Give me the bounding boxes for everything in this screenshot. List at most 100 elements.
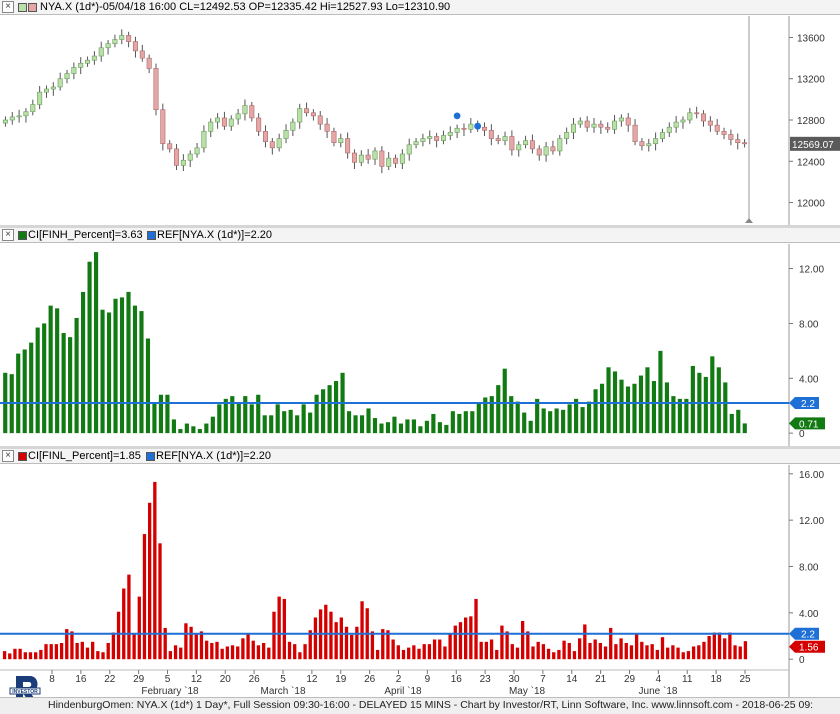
finl-bar bbox=[18, 648, 22, 660]
finl-bar bbox=[640, 641, 644, 660]
finh-tick-label: 0 bbox=[799, 429, 805, 440]
close-icon[interactable]: × bbox=[2, 450, 14, 462]
finh-bar bbox=[580, 407, 585, 434]
candle-body bbox=[728, 134, 734, 140]
finl-bar bbox=[116, 611, 121, 660]
price-pane[interactable]: × NYA.X (1d*)-05/04/18 16:00 CL=12492.53… bbox=[0, 0, 840, 225]
finh-bar bbox=[359, 415, 365, 434]
price-tick-label: 13200 bbox=[797, 75, 825, 86]
finl-bar bbox=[717, 632, 722, 660]
finl-bar bbox=[225, 646, 230, 660]
candle-body bbox=[612, 120, 618, 130]
close-icon[interactable]: × bbox=[2, 229, 14, 241]
month-label: June `18 bbox=[639, 685, 678, 697]
candle-body bbox=[167, 143, 173, 150]
finh-bar bbox=[100, 309, 105, 434]
price-chart[interactable]: 12000 12400 12800 13200 13600 12569.07 bbox=[0, 16, 840, 225]
finh-chart[interactable]: 0 4.00 8.00 12.00 2.2 0.71 bbox=[0, 244, 840, 446]
finh-bar bbox=[554, 408, 559, 434]
finl-pane[interactable]: × CI[FINL_Percent]=1.85 REF[NYA.X (1d*)]… bbox=[0, 449, 840, 697]
candle-body bbox=[680, 119, 686, 123]
finh-tick-label: 8.00 bbox=[799, 319, 819, 330]
finl-bar bbox=[39, 649, 43, 660]
finh-bar bbox=[372, 418, 378, 434]
finl-bar bbox=[624, 642, 628, 660]
day-tick-label: 16 bbox=[75, 674, 87, 685]
finl-bar bbox=[660, 637, 665, 660]
finl-bar bbox=[210, 642, 214, 660]
finl-bar bbox=[474, 598, 478, 660]
finl-bar bbox=[598, 642, 603, 660]
price-tick-label: 13600 bbox=[797, 33, 825, 44]
finl-bar bbox=[557, 649, 561, 660]
pane-divider[interactable] bbox=[0, 225, 840, 228]
finl-bar bbox=[386, 630, 390, 660]
pane-divider[interactable] bbox=[0, 446, 840, 449]
finh-bar bbox=[645, 367, 650, 434]
candle-body bbox=[653, 138, 659, 145]
finh-bar bbox=[716, 367, 721, 434]
finl-bar bbox=[355, 626, 359, 660]
finl-bar bbox=[603, 646, 608, 660]
candle-body bbox=[659, 132, 665, 139]
finh-bar bbox=[411, 419, 416, 434]
month-label: March `18 bbox=[260, 685, 305, 697]
finh-legend-label: CI[FINH_Percent]=3.63 bbox=[28, 229, 143, 241]
finl-bar bbox=[588, 642, 592, 660]
last-price-tag bbox=[790, 136, 840, 151]
finh-bar bbox=[632, 383, 637, 434]
finl-bar bbox=[619, 638, 623, 660]
finh-bar bbox=[476, 402, 481, 434]
finl-bar bbox=[80, 641, 84, 660]
candle-body bbox=[132, 41, 138, 52]
finl-bar bbox=[412, 645, 416, 660]
finl-bar bbox=[484, 641, 489, 660]
finl-bar bbox=[650, 644, 654, 660]
candle-body bbox=[262, 131, 268, 142]
finl-bar bbox=[287, 641, 292, 660]
omen-signal-marker bbox=[453, 112, 461, 120]
finl-bar bbox=[13, 648, 17, 660]
finl-bar bbox=[572, 651, 577, 660]
finh-bar bbox=[522, 412, 527, 434]
day-tick-label: 23 bbox=[480, 674, 492, 685]
ref-legend-swatch bbox=[146, 452, 155, 461]
finl-bar bbox=[132, 633, 136, 660]
day-tick-label: 11 bbox=[682, 674, 693, 685]
finh-legend-swatch bbox=[18, 231, 27, 240]
finl-bar bbox=[127, 574, 131, 660]
finl-bar bbox=[54, 644, 59, 660]
finh-bar bbox=[353, 415, 358, 434]
finh-bar bbox=[249, 404, 254, 434]
finh-bar bbox=[29, 342, 34, 434]
candle-body bbox=[646, 143, 652, 147]
finl-bar bbox=[743, 641, 748, 660]
finl-bar bbox=[70, 631, 74, 660]
candle-body bbox=[482, 126, 488, 131]
candle-body bbox=[98, 47, 104, 57]
finl-bar bbox=[567, 642, 571, 660]
finl-bar bbox=[531, 646, 535, 660]
finl-bar bbox=[137, 596, 141, 660]
day-tick-label: 26 bbox=[249, 674, 261, 685]
candle-body bbox=[180, 159, 186, 166]
finl-bar bbox=[407, 647, 411, 660]
finl-bar bbox=[712, 632, 716, 660]
candle-body bbox=[461, 127, 467, 130]
finh-bar bbox=[197, 429, 202, 434]
finh-bar bbox=[457, 413, 462, 434]
candle-body bbox=[584, 120, 590, 128]
day-tick-label: 7 bbox=[540, 674, 546, 685]
finh-pane[interactable]: × CI[FINH_Percent]=3.63 REF[NYA.X (1d*)]… bbox=[0, 228, 840, 446]
candle-body bbox=[413, 141, 419, 146]
up-color-swatch bbox=[18, 3, 27, 12]
candle-body bbox=[160, 109, 166, 145]
finl-bar bbox=[324, 604, 328, 660]
close-icon[interactable]: × bbox=[2, 1, 14, 13]
candle-body bbox=[605, 126, 611, 130]
candle-body bbox=[146, 57, 152, 69]
candle-body bbox=[440, 135, 446, 141]
finl-bar bbox=[147, 502, 152, 660]
finh-bar bbox=[61, 333, 66, 434]
